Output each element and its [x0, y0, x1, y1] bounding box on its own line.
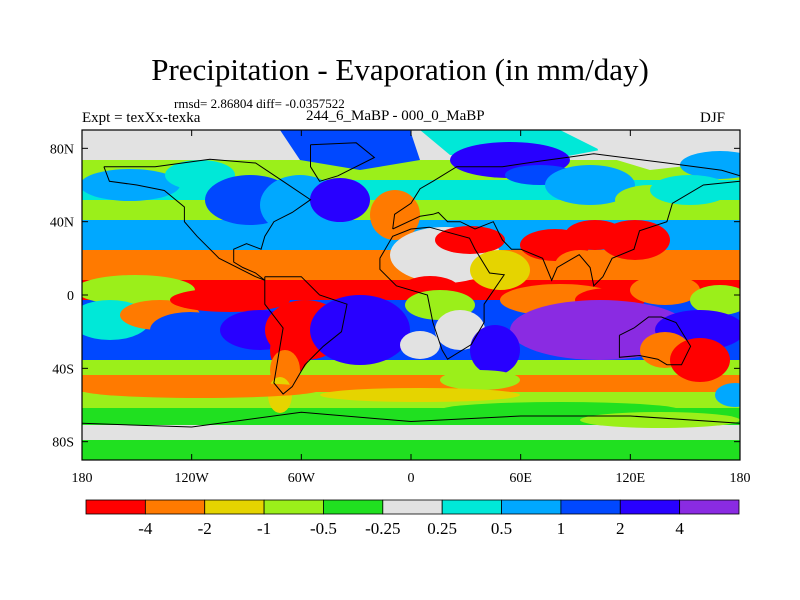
colorbar-label: -0.25 [365, 519, 400, 538]
field-cell [82, 275, 195, 305]
experiment-label: Expt = texXx-texka [82, 110, 201, 126]
coastline [379, 226, 506, 360]
colorbar-swatch [441, 499, 502, 515]
x-tick-label: 60W [288, 471, 316, 486]
y-tick-label: 40N [50, 216, 74, 231]
x-tick-label: 180 [730, 471, 751, 486]
y-tick-label: 0 [67, 289, 74, 304]
field-cell [440, 370, 520, 390]
field-cell [165, 160, 235, 190]
field-cell [650, 175, 730, 205]
field-cell [600, 220, 670, 260]
field-cell [82, 425, 740, 440]
x-tick-label: 60E [509, 471, 532, 486]
field-cell [82, 440, 740, 460]
coastlines [82, 142, 740, 428]
colorbar: -4 -2 -1 -0.5 -0.25 0.25 0.5 1 2 4 [85, 499, 740, 538]
field-cell [82, 382, 320, 398]
colorbar-label: 4 [675, 519, 684, 538]
coastline [103, 158, 312, 281]
precip-field [82, 130, 740, 460]
field-cell [320, 388, 520, 402]
x-tick-label: 180 [72, 471, 93, 486]
field-cell [690, 285, 740, 315]
coastline [392, 153, 740, 287]
field-cell [310, 295, 410, 365]
colorbar-label: 0.25 [427, 519, 457, 538]
colorbar-swatch [263, 499, 324, 515]
x-tick-label: 120W [175, 471, 210, 486]
period-label: 244_6_MaBP - 000_0_MaBP [306, 108, 485, 124]
coastline [618, 316, 692, 366]
colorbar-swatch [323, 499, 384, 515]
field-cell [680, 151, 740, 179]
field-cell [670, 338, 730, 382]
colorbar-label: -1 [257, 519, 271, 538]
y-tick-label: 80S [52, 436, 74, 451]
colorbar-label: 1 [557, 519, 566, 538]
colorbar-label: -0.5 [310, 519, 337, 538]
y-tick-label: 80N [50, 142, 74, 157]
y-tick-label: 40S [52, 362, 74, 377]
chart-title: Precipitation - Evaporation (in mm/day) [151, 52, 649, 87]
field-cell [280, 130, 420, 170]
colorbar-label: 2 [616, 519, 625, 538]
axes: 180 120W 60W 0 60E 120E 180 80N 40N 0 40S 80S [50, 130, 751, 486]
colorbar-label: -2 [198, 519, 212, 538]
coastline [82, 411, 740, 428]
stats-text: rmsd= 2.86804 diff= -0.0357522 [174, 96, 345, 111]
x-tick-label: 0 [408, 471, 415, 486]
colorbar-label: -4 [138, 519, 153, 538]
field-cell [82, 169, 180, 201]
field-cell [715, 383, 740, 407]
season-label: DJF [700, 110, 726, 126]
field-cell [400, 331, 440, 359]
colorbar-swatch [619, 499, 681, 515]
colorbar-swatch [679, 499, 740, 515]
colorbar-swatch [560, 499, 621, 515]
field-cell [310, 178, 370, 222]
colorbar-swatch [204, 499, 265, 515]
field-cell [545, 165, 635, 205]
colorbar-swatch [501, 499, 562, 515]
field-cell [580, 412, 740, 428]
field-cell [555, 250, 605, 280]
coastline [310, 142, 376, 182]
coastline [264, 276, 348, 395]
colorbar-label: 0.5 [491, 519, 512, 538]
colorbar-swatch [85, 499, 146, 515]
field-cell [170, 288, 290, 312]
colorbar-swatch [144, 499, 206, 515]
field-cell [630, 275, 700, 305]
field-cell [150, 312, 230, 348]
field-cell [470, 250, 530, 290]
field-cell [470, 325, 520, 375]
colorbar-swatch [382, 499, 443, 515]
x-tick-label: 120E [616, 471, 646, 486]
